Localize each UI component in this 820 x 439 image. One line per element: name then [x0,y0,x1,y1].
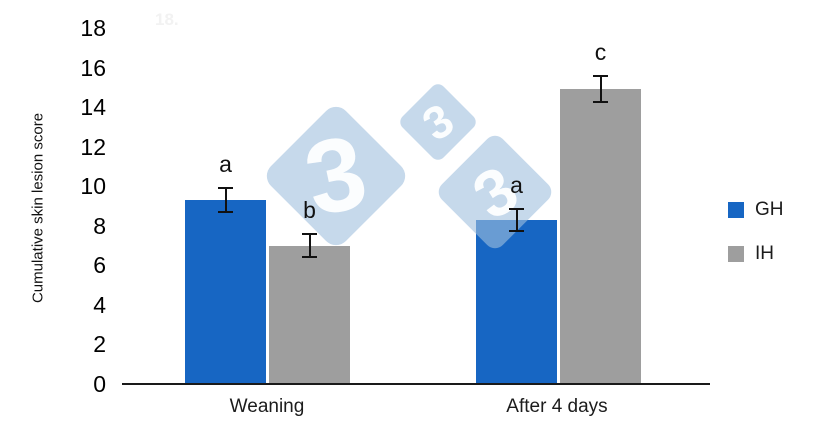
error-bar-gh-0 [218,187,233,213]
y-tick-label: 0 [93,371,106,397]
y-tick-label: 2 [93,331,106,358]
error-bar-gh-1 [509,207,524,232]
y-tick-label: 16 [80,54,106,81]
error-bar-ih-1 [593,75,608,104]
bar-ih-0 [269,245,350,384]
error-bar-line [308,234,311,257]
legend-item-ih: IH [728,242,784,266]
error-bar-line [224,189,227,211]
watermark-diamond-small: 3 [396,80,480,164]
y-tick-label: 14 [80,94,106,121]
bar-gh-0 [185,200,266,384]
x-tick-label-after-4-days: After 4 days [506,396,608,417]
significance-letter-a-0: a [219,151,232,178]
x-axis-line [122,383,710,385]
y-tick-label: 18 [80,14,106,41]
error-bar-line [599,77,602,102]
legend-item-gh: GH [728,198,784,222]
watermark-diamond-large: 3 [261,101,411,251]
ghost-tick-text: 18. [155,10,179,29]
legend: GH IH [728,198,784,286]
y-tick-label: 10 [80,173,106,200]
significance-letter-b-0: b [303,196,316,223]
y-tick-label: 12 [80,133,106,160]
legend-label-ih: IH [755,243,774,264]
significance-letter-a-1: a [510,171,523,198]
y-tick-label: 8 [93,212,106,239]
y-tick-label: 6 [93,252,106,279]
legend-label-gh: GH [755,199,784,220]
error-bar-ih-0 [302,232,317,259]
x-tick-label-weaning: Weaning [229,396,305,417]
legend-swatch-ih [728,246,744,262]
legend-swatch-gh [728,202,744,218]
error-bar-line [515,209,518,230]
bar-ih-1 [560,89,641,384]
y-tick-label: 4 [93,291,106,318]
significance-letter-c-1: c [594,39,607,66]
watermark-digit: 3 [413,93,463,151]
